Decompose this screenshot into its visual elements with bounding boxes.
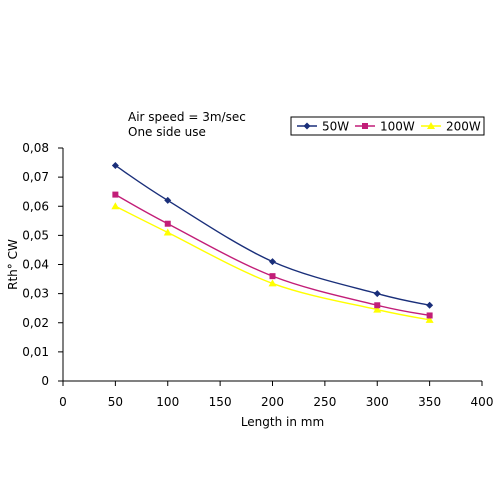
data-point [268,279,277,287]
x-tick-label: 200 [261,395,284,409]
ticks: 0 0,01 0,02 0,03 0,04 0,05 0,06 0,07 0,08 0 50 100 1… [22,141,493,409]
x-tick-label: 350 [418,395,441,409]
x-tick-label: 0 [59,395,67,409]
x-tick-label: 250 [313,395,336,409]
x-tick-label: 50 [108,395,123,409]
series [111,161,434,323]
series-50W [111,161,434,309]
legend-item-200W: 200W [421,120,481,134]
legend-item-100W: 100W [355,120,415,134]
data-point [164,196,172,204]
data-point [269,273,276,280]
annotation-line: Air speed = 3m/sec [128,110,246,124]
legend-item-50W: 50W [297,120,349,134]
annotation-line: One side use [128,125,206,139]
data-point [425,315,434,323]
data-point [373,305,382,313]
legend-marker [362,123,368,129]
series-line [115,193,430,317]
x-tick-label: 300 [366,395,389,409]
data-point [111,202,120,210]
data-point [111,161,119,169]
legend-box [290,116,485,136]
y-tick-label: 0,07 [22,170,49,184]
data-point [426,301,434,309]
data-point [374,302,381,309]
y-tick-label: 0 [41,374,49,388]
y-tick-label: 0,03 [22,287,49,301]
data-point [269,258,276,266]
y-tick-label: 0,01 [22,345,49,359]
legend-label: 200W [446,120,481,134]
legend-label: 50W [322,120,349,134]
series-100W [112,191,433,319]
y-tick-label: 0,04 [22,258,49,272]
data-point [373,290,381,298]
y-axis-label: Rth° CW [6,239,20,290]
y-tick-label: 0,02 [22,316,49,330]
legend-marker [303,122,311,130]
x-tick-label: 400 [471,395,494,409]
legend: 50W 100W 200W [290,116,485,136]
legend-marker [427,122,435,129]
legend-label: 100W [380,120,415,134]
x-tick-label: 100 [156,395,179,409]
x-axis-label: Length in mm [241,415,324,429]
series-200W [111,202,434,323]
y-tick-label: 0,08 [22,141,49,155]
data-point [164,220,171,227]
x-tick-label: 150 [209,395,232,409]
data-point [426,312,433,319]
y-tick-label: 0,05 [22,228,49,242]
data-point [163,228,172,236]
data-point [112,191,119,198]
y-tick-label: 0,06 [22,199,49,213]
